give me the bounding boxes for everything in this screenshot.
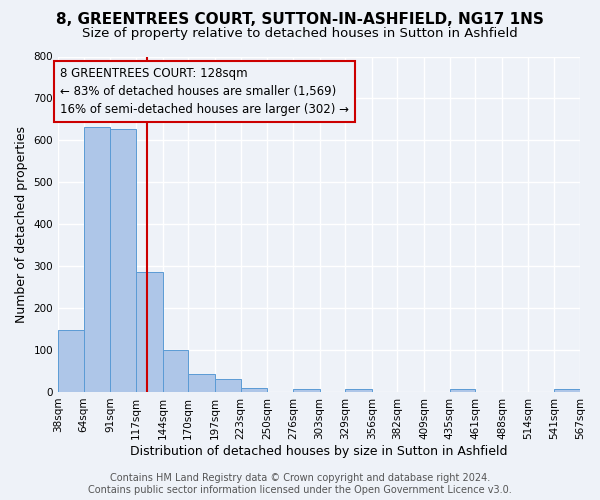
Bar	[83, 127, 110, 392]
Bar	[136, 272, 163, 392]
Bar	[293, 389, 320, 392]
Bar	[554, 389, 580, 392]
Text: Contains HM Land Registry data © Crown copyright and database right 2024.
Contai: Contains HM Land Registry data © Crown c…	[88, 474, 512, 495]
Bar	[188, 374, 215, 392]
Text: 8 GREENTREES COURT: 128sqm
← 83% of detached houses are smaller (1,569)
16% of s: 8 GREENTREES COURT: 128sqm ← 83% of deta…	[60, 67, 349, 116]
Bar	[241, 388, 267, 392]
Bar	[215, 380, 241, 392]
Bar	[450, 389, 475, 392]
Bar	[110, 129, 136, 392]
Text: 8, GREENTREES COURT, SUTTON-IN-ASHFIELD, NG17 1NS: 8, GREENTREES COURT, SUTTON-IN-ASHFIELD,…	[56, 12, 544, 28]
Bar	[163, 350, 188, 392]
Bar	[58, 330, 83, 392]
Text: Size of property relative to detached houses in Sutton in Ashfield: Size of property relative to detached ho…	[82, 28, 518, 40]
X-axis label: Distribution of detached houses by size in Sutton in Ashfield: Distribution of detached houses by size …	[130, 444, 508, 458]
Bar	[345, 389, 372, 392]
Y-axis label: Number of detached properties: Number of detached properties	[15, 126, 28, 322]
